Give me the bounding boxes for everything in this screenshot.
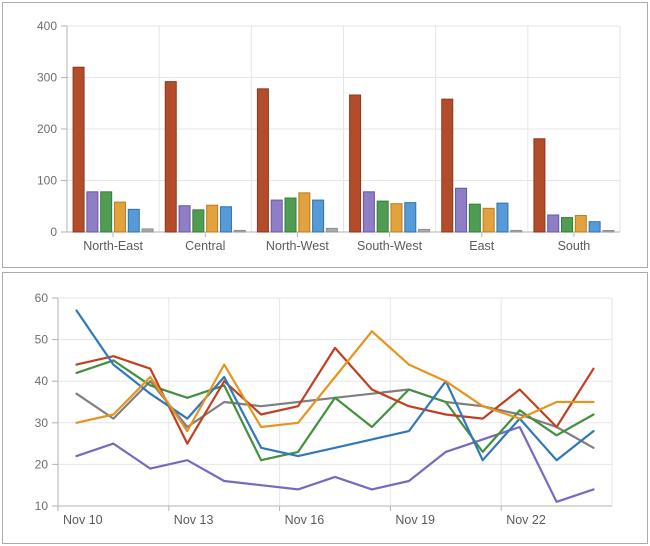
y-axis-tick-label: 30 [35,416,49,430]
bar-east-red[interactable] [441,98,454,233]
y-axis-tick-label: 10 [35,499,49,513]
x-axis-date-label: Nov 16 [285,513,325,527]
bar-south-purple[interactable] [547,214,560,233]
bar-north-east-purple[interactable] [86,191,99,233]
line-series-blue[interactable] [75,309,595,462]
bar-east-green[interactable] [468,203,481,233]
bar-south-west-red[interactable] [349,94,362,233]
y-axis-tick-label: 40 [35,374,49,388]
bar-north-east-orange[interactable] [113,201,126,233]
bar-north-east-blue[interactable] [127,208,140,233]
bar-central-red[interactable] [164,81,177,233]
x-axis-category-label: East [469,239,495,253]
bar-south-west-gray[interactable] [418,228,431,233]
bar-south-orange[interactable] [574,215,587,233]
line-chart-panel: 10 20 30 40 50 60 Nov 10 Nov 13 Nov 16 Nov 19 Nov … [2,272,648,544]
bar-south-west-blue[interactable] [404,202,417,233]
line-series-green[interactable] [75,359,595,462]
bar-south-west-purple[interactable] [362,191,375,233]
y-axis-tick-label: 400 [37,19,57,33]
y-axis-tick-label: 100 [37,174,57,188]
bar-central-purple[interactable] [178,205,191,233]
bar-south-west-orange[interactable] [390,203,403,233]
bar-central-gray[interactable] [233,229,246,233]
x-axis-category-label: South-West [357,239,423,253]
bar-central-green[interactable] [192,209,205,233]
x-axis-category-label: South [558,239,591,253]
bar-central-blue[interactable] [219,206,232,233]
x-axis-category-label: Central [185,239,225,253]
bar-north-east-green[interactable] [100,191,113,233]
bar-chart-panel: 0 100 200 300 400 North-East Central North-West… [2,2,648,268]
x-axis-date-label: Nov 22 [506,513,546,527]
bar-north-west-purple[interactable] [270,199,283,233]
y-axis-tick-label: 60 [35,291,49,305]
x-axis-date-label: Nov 10 [63,513,103,527]
x-axis-date-label: Nov 19 [395,513,435,527]
y-axis-tick-label: 300 [37,71,57,85]
line-chart: 10 20 30 40 50 60 Nov 10 Nov 13 Nov 16 Nov 19 Nov … [35,291,613,527]
bar-south-gray[interactable] [602,230,615,233]
bar-north-west-red[interactable] [256,88,269,233]
bar-north-east-gray[interactable] [141,228,154,233]
bar-east-blue[interactable] [496,202,509,233]
bar-south-red[interactable] [533,138,546,233]
bar-south-green[interactable] [561,217,574,233]
y-axis-tick-label: 50 [35,333,49,347]
x-axis-date-label: Nov 13 [174,513,214,527]
y-axis-tick-label: 200 [37,122,57,136]
bar-chart: 0 100 200 300 400 North-East Central North-West… [37,19,621,253]
x-axis-category-label: North-West [266,239,330,253]
bar-north-west-blue[interactable] [312,199,325,233]
bar-central-orange[interactable] [206,204,219,233]
bar-north-east-red[interactable] [72,66,85,233]
bar-east-gray[interactable] [510,229,523,233]
bar-east-purple[interactable] [455,187,468,233]
y-axis-tick-label: 0 [50,225,57,239]
bar-north-west-green[interactable] [284,197,297,233]
bar-east-orange[interactable] [482,207,495,233]
line-series-orange[interactable] [75,330,595,433]
bar-south-blue[interactable] [588,221,601,233]
bar-north-west-orange[interactable] [298,192,311,233]
y-axis-tick-label: 20 [35,457,49,471]
bar-north-west-gray[interactable] [325,227,338,233]
x-axis-category-label: North-East [83,239,143,253]
bar-south-west-green[interactable] [376,200,389,233]
